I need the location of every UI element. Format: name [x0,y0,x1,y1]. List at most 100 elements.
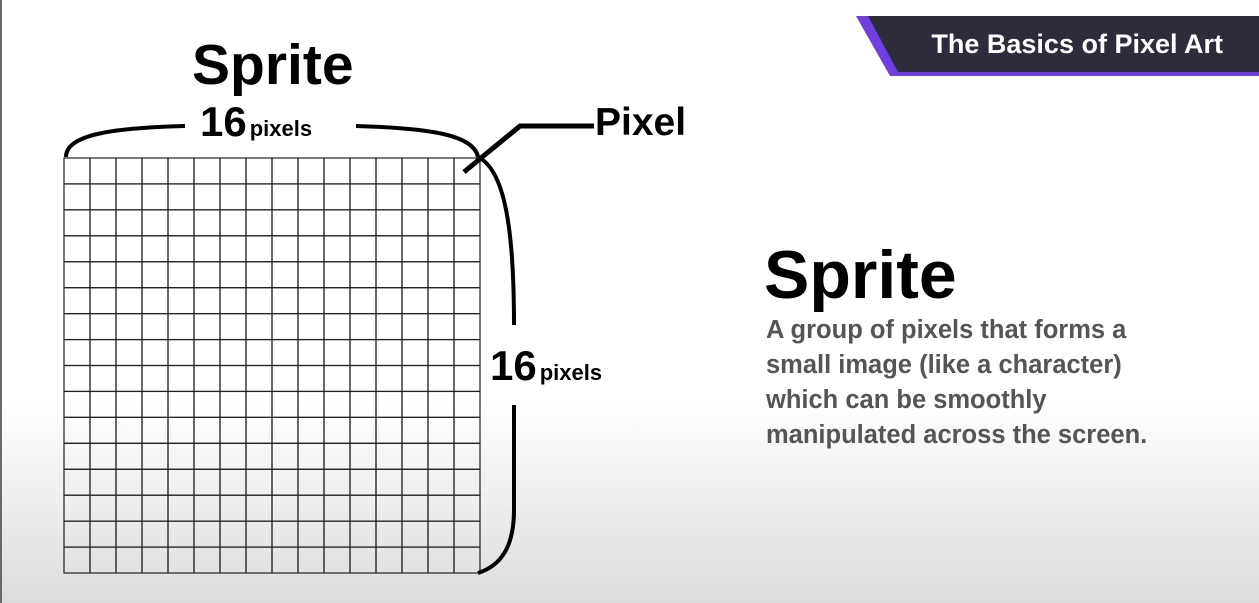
pixel-cell [453,546,481,574]
pixel-cell [63,157,91,185]
side-brace-lower [477,405,516,575]
pixel-cell [167,494,195,522]
diagram-title: Sprite [192,33,354,97]
pixel-cell [89,209,117,237]
pixel-cell [297,338,325,367]
pixel-cell [245,468,273,496]
pixel-cell [89,520,117,548]
pixel-cell [167,338,195,367]
pixel-cell [453,416,481,444]
pixel-cell [323,546,351,574]
pixel-cell [245,442,273,470]
pixel-cell [375,313,403,341]
pixel-cell [167,183,195,211]
pixel-cell [271,261,299,289]
pixel-cell [375,183,403,211]
pixel-cell [193,183,221,211]
pixel-cell [193,494,221,522]
pixel-cell [297,546,325,574]
pixel-cell [115,546,143,574]
pixel-cell [401,468,429,496]
pixel-cell [89,287,117,315]
pixel-cell [349,364,377,393]
pixel-cell [63,494,91,522]
pixel-cell [401,183,429,211]
pixel-label: Pixel [595,101,687,144]
pixel-cell [375,261,403,289]
pixel-cell [245,338,273,367]
pixel-cell [427,520,455,548]
pixel-cell [245,157,273,185]
pixel-cell [427,416,455,444]
pixel-cell [89,364,117,393]
pixel-cell [193,520,221,548]
pixel-cell [323,442,351,470]
pixel-cell [453,442,481,470]
pixel-cell [193,468,221,496]
pixel-cell [297,416,325,444]
pixel-cell [219,442,247,470]
pixel-cell [427,157,455,185]
pixel-cell [427,261,455,289]
pixel-cell [323,157,351,185]
pixel-cell [297,364,325,393]
pixel-cell [193,338,221,367]
pixel-cell [453,209,481,237]
pixel-cell [375,209,403,237]
definition-term: Sprite [764,237,957,313]
pixel-cell [297,442,325,470]
pixel-cell [401,157,429,185]
pixel-cell [375,546,403,574]
pixel-cell [219,390,247,418]
side-brace [477,155,516,326]
pixel-cell [349,546,377,574]
pixel-cell [141,209,169,237]
pixel-cell [115,416,143,444]
definition-line: which can be smoothly [766,386,1047,414]
pixel-cell [427,390,455,418]
pixel-cell [349,416,377,444]
pixel-cell [453,313,481,341]
pixel-cell [375,338,403,367]
pixel-cell [167,520,195,548]
pixel-cell [401,338,429,367]
pixel-cell [297,313,325,341]
pixel-cell [63,287,91,315]
pixel-cell [193,313,221,341]
pixel-cell [219,261,247,289]
pixel-cell [245,390,273,418]
pixel-cell [245,520,273,548]
pixel-cell [219,468,247,496]
pixel-cell [141,546,169,574]
pixel-cell [427,313,455,341]
pixel-cell [349,209,377,237]
pixel-cell [89,261,117,289]
pixel-cell [297,235,325,263]
pixel-cell [271,468,299,496]
pixel-cell [167,209,195,237]
height-label: 16 pixels [490,341,602,391]
pixel-cell [219,287,247,315]
pixel-cell [141,313,169,341]
pixel-cell [427,364,455,393]
pixel-cell [245,364,273,393]
pixel-cell [63,520,91,548]
pixel-cell [453,520,481,548]
pixel-cell [141,235,169,263]
pixel-cell [141,468,169,496]
pixel-cell [219,209,247,237]
pixel-cell [245,494,273,522]
pixel-cell [427,287,455,315]
pixel-cell [245,546,273,574]
pixel-cell [323,494,351,522]
title-banner: The Basics of Pixel Art [868,16,1259,72]
definition-line: manipulated across the screen. [766,421,1148,449]
pixel-cell [375,364,403,393]
pixel-cell [323,261,351,289]
pixel-cell [349,442,377,470]
pixel-cell [271,442,299,470]
top-brace [64,124,186,158]
pixel-cell [271,287,299,315]
pixel-cell [245,313,273,341]
